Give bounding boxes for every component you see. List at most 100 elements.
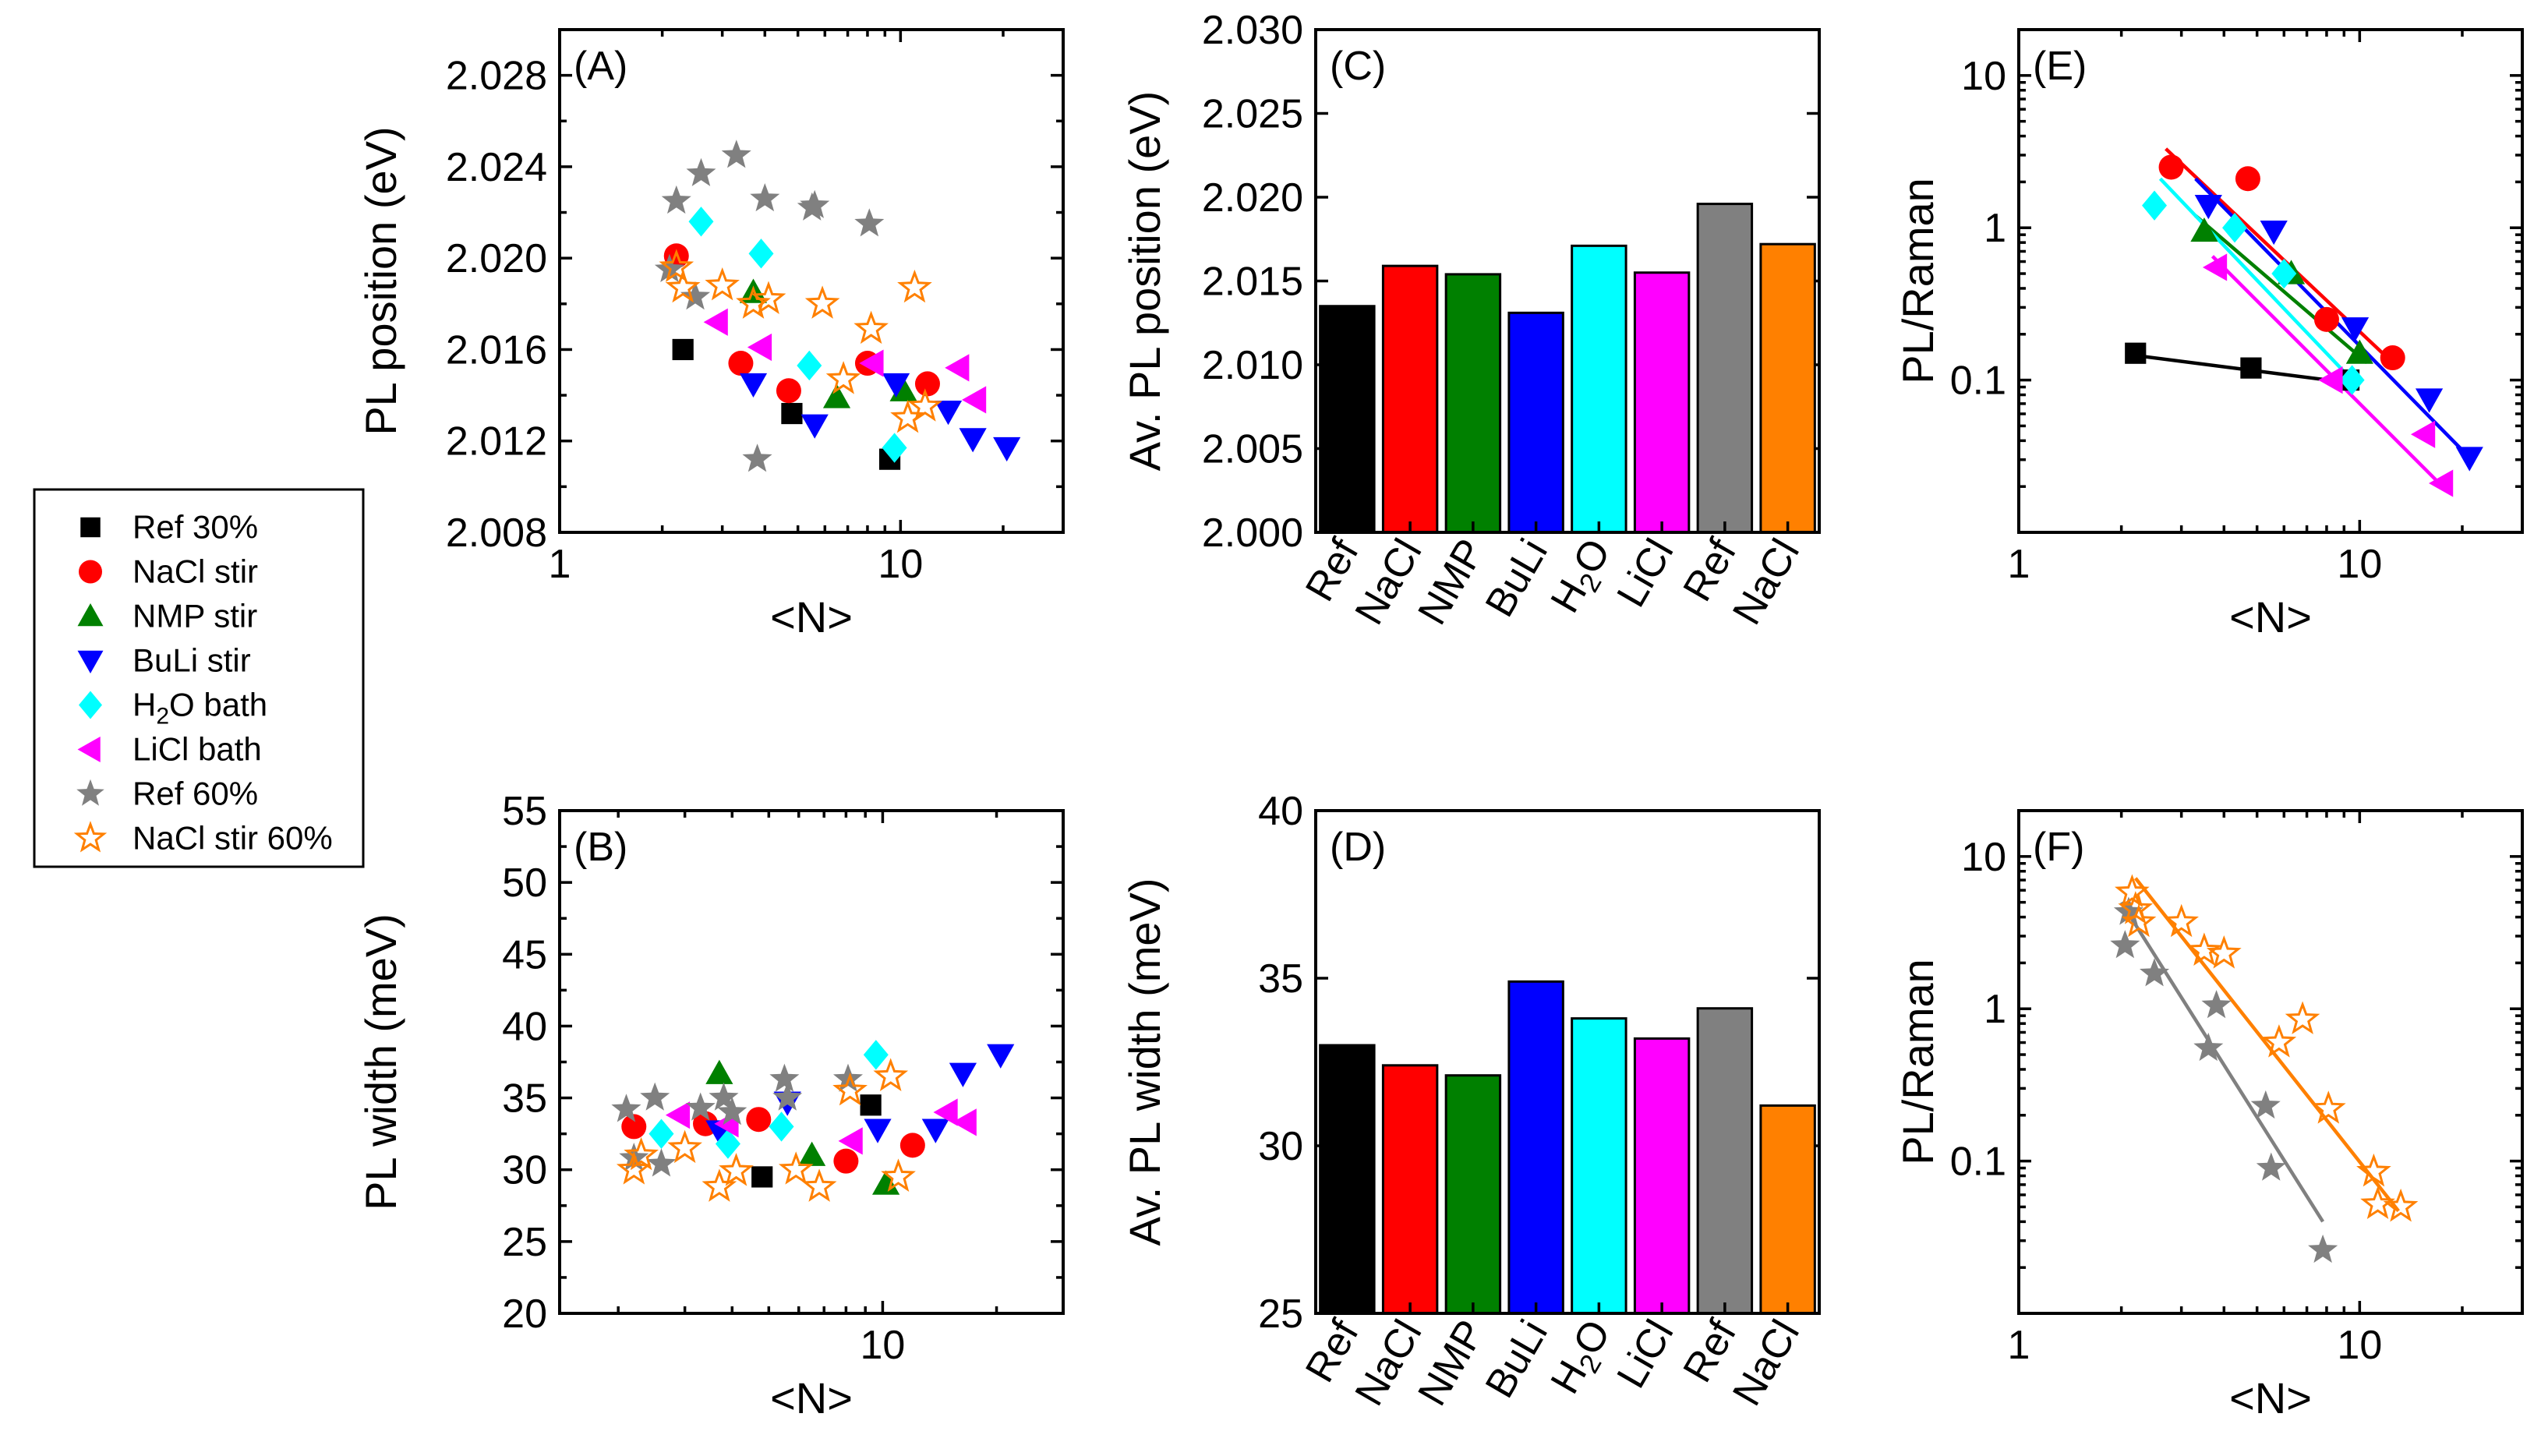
- buli-point: [882, 373, 910, 398]
- buli-point: [2194, 195, 2222, 220]
- ref60-point: [2250, 1090, 2281, 1119]
- y-axis-label: PL/Raman: [1893, 178, 1942, 384]
- y-tick-label: 0.1: [1950, 1140, 2006, 1185]
- nacl60-point: [801, 1168, 837, 1202]
- h2o-legend-label: H2O bath: [133, 687, 267, 730]
- nacl60-point: [2164, 903, 2199, 938]
- y-tick-label: 50: [502, 861, 547, 906]
- licl-point: [665, 1101, 691, 1129]
- y-tick-label: 2.005: [1202, 427, 1303, 472]
- y-tick-label: 2.016: [446, 327, 547, 373]
- x-tick-label: 10: [2337, 542, 2382, 587]
- y-axis-label: Av. PL width (meV): [1120, 878, 1169, 1246]
- bar-3: [1444, 1074, 1502, 1315]
- h2o-point: [2222, 213, 2248, 243]
- buli-legend-label: BuLi stir: [133, 642, 251, 679]
- ref60-point: [833, 1063, 863, 1092]
- h2o-point: [882, 433, 907, 463]
- y-tick-label: 45: [502, 932, 547, 977]
- x-tick-label: 10: [2337, 1323, 2382, 1368]
- y-axis-label: PL width (meV): [356, 914, 405, 1210]
- licl-point: [2318, 366, 2343, 394]
- bar-7: [1696, 1007, 1754, 1315]
- nacl60-point: [825, 361, 861, 394]
- licl-legend-marker: [77, 737, 101, 762]
- licl-point: [859, 349, 884, 377]
- licl-point: [961, 386, 987, 414]
- y-axis-label: Av. PL position (eV): [1120, 91, 1169, 472]
- ref60-point: [750, 183, 780, 212]
- bar-1: [1319, 1044, 1376, 1315]
- bar-8: [1759, 1104, 1816, 1315]
- nacl60-point: [719, 1153, 754, 1186]
- ref30-point: [751, 1166, 773, 1188]
- h2o-point: [863, 1040, 889, 1070]
- panel-e-pl-raman: 1 10 0.1 1 10 (E) <N> PL/Raman: [1893, 28, 2524, 641]
- ref30-point: [672, 338, 694, 361]
- nacl-point: [776, 378, 801, 404]
- nmp-point: [2190, 217, 2218, 242]
- buli-point: [864, 1119, 892, 1143]
- licl-point: [2410, 420, 2436, 448]
- nacl-point: [2158, 154, 2184, 180]
- nacl60-point: [2261, 1024, 2297, 1058]
- licl-point: [945, 354, 970, 382]
- licl-point: [2429, 469, 2454, 497]
- ref60-point: [2201, 990, 2232, 1019]
- panel-label: (D): [1330, 825, 1386, 870]
- buli-point: [993, 436, 1021, 462]
- bar-4: [1507, 311, 1564, 534]
- axis-frame: [558, 28, 1065, 534]
- buli-point: [921, 1119, 949, 1143]
- ref60-point: [686, 157, 716, 186]
- nacl-legend-marker: [79, 560, 102, 584]
- nmp-legend-marker: [77, 603, 104, 627]
- x-axis-label: <N>: [770, 1373, 853, 1422]
- nacl60-point: [705, 267, 740, 301]
- nacl-point: [899, 1133, 925, 1158]
- nacl60-point: [897, 269, 932, 303]
- licl-point: [747, 333, 772, 362]
- y-axis-label: PL position (eV): [356, 126, 405, 435]
- h2o-point: [2271, 258, 2297, 289]
- nacl60-point: [2206, 935, 2242, 969]
- licl-legend-label: LiCl bath: [133, 731, 262, 768]
- y-tick-label: 30: [1258, 1124, 1303, 1169]
- y-tick-label: 2.012: [446, 419, 547, 465]
- x-tick-label: 1: [2008, 542, 2030, 587]
- y-tick-label: 55: [502, 789, 547, 834]
- buli-legend-marker: [77, 650, 104, 673]
- nmp-fit-line: [2194, 214, 2369, 365]
- y-tick-label: 20: [502, 1292, 547, 1337]
- nacl60-point: [873, 1058, 909, 1091]
- legend-box: [33, 488, 365, 868]
- panel-label: (C): [1330, 44, 1386, 89]
- nacl60-point: [832, 1072, 868, 1106]
- buli-point: [959, 428, 987, 453]
- x-tick-label: 1: [549, 542, 571, 587]
- licl-point: [2202, 253, 2228, 281]
- bar-2: [1381, 264, 1439, 534]
- nmp-point: [822, 383, 851, 408]
- h2o-point: [2339, 365, 2365, 395]
- licl-point: [703, 308, 728, 336]
- buli-point: [987, 1044, 1015, 1069]
- h2o-point: [688, 207, 714, 237]
- ref60-legend-marker: [76, 779, 104, 806]
- h2o-legend-marker: [79, 691, 102, 719]
- bar-8: [1759, 242, 1816, 534]
- x-axis-label: <N>: [2229, 1373, 2312, 1422]
- h2o-fit-line: [2158, 177, 2354, 382]
- ref60-point: [2140, 958, 2170, 987]
- nacl60-point: [665, 269, 701, 303]
- nacl60-point: [907, 388, 943, 422]
- nacl60-point: [778, 1151, 814, 1185]
- nacl60-point: [659, 249, 694, 282]
- panel-a-pl-position: 1 10 2.008 2.012 2.016 2.020 2.024 2.028 (A) <N> P…: [356, 28, 1065, 641]
- ref60-point: [685, 1092, 716, 1121]
- nacl60-point: [804, 285, 840, 319]
- ref60-point: [721, 140, 751, 168]
- y-tick-label: 2.008: [446, 511, 547, 556]
- x-axis-label: <N>: [770, 592, 853, 641]
